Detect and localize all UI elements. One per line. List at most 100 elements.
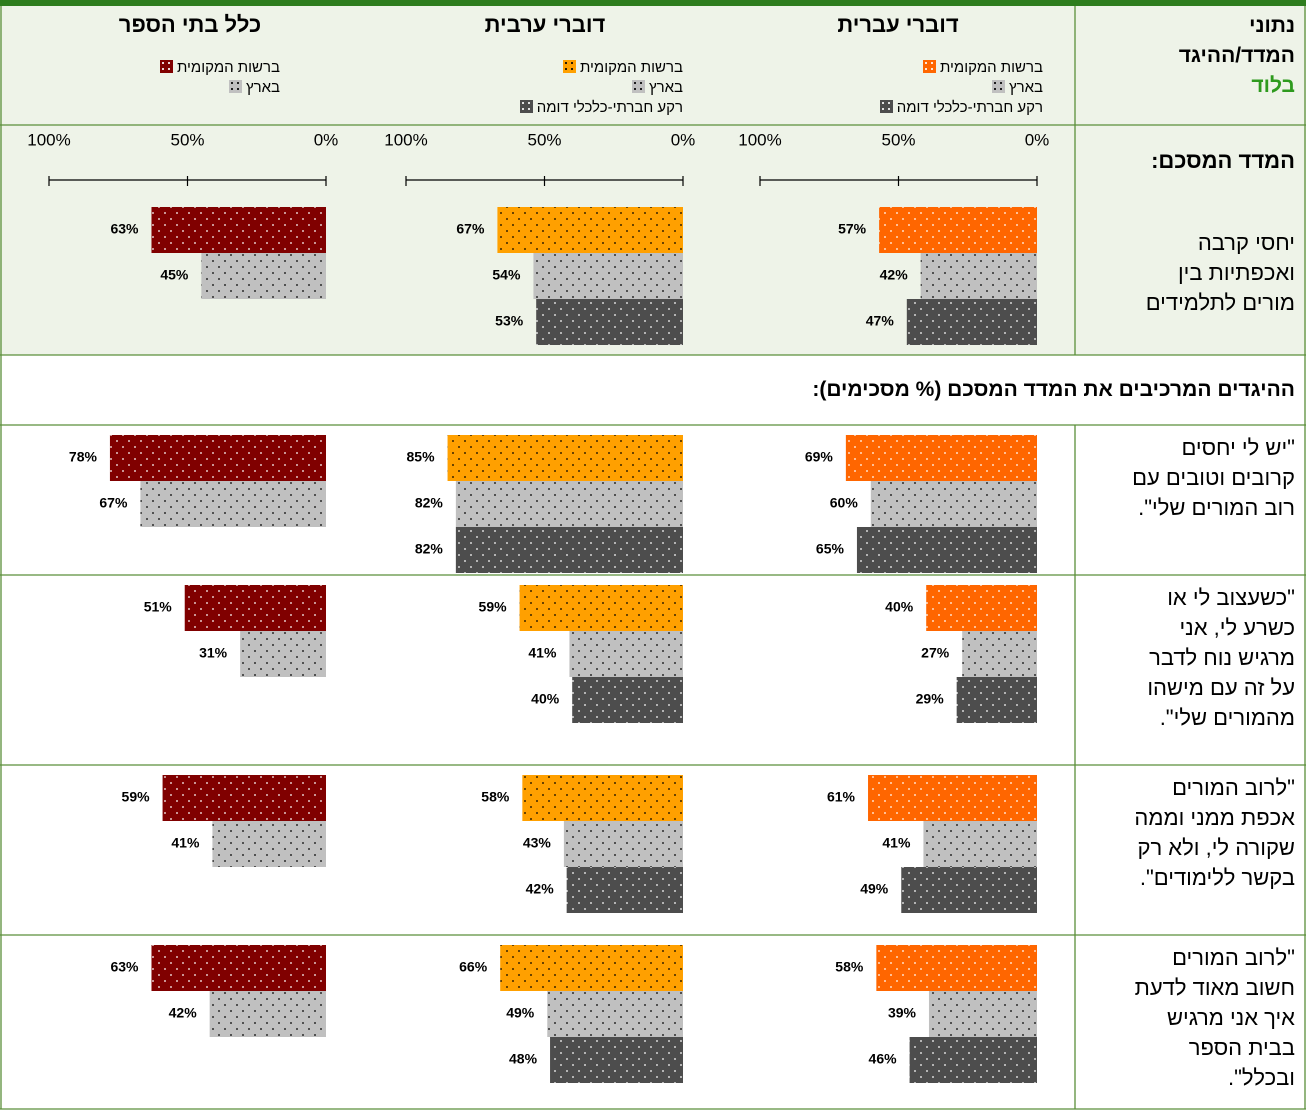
bar (497, 207, 683, 253)
row-label-line: מרגיש נוח לדבר (1149, 645, 1295, 670)
row-label-line: מהמורים שלי". (1159, 705, 1295, 730)
value-label: 60% (830, 495, 859, 511)
bar (184, 585, 326, 631)
row-label-line: "לרוב המורים (1172, 945, 1295, 970)
row-label-line: "יש לי יחסים (1181, 435, 1295, 460)
bar (928, 991, 1037, 1037)
legend-label: רקע חברתי-כלכלי דומה (536, 99, 683, 116)
top-border (0, 0, 1306, 6)
value-label: 82% (415, 495, 444, 511)
bar (547, 991, 683, 1037)
value-label: 45% (160, 267, 189, 283)
legend-item: ברשות המקומית (922, 59, 1043, 77)
value-label: 42% (169, 1005, 198, 1021)
bar (563, 821, 683, 867)
value-label: 51% (144, 599, 173, 615)
row-label-line: קרובים וטובים עם (1132, 465, 1295, 490)
legend-label: ברשות המקומית (176, 59, 280, 76)
tick-label: 50% (881, 130, 915, 149)
bar (109, 435, 326, 481)
bar (572, 677, 683, 723)
value-label: 43% (523, 835, 552, 851)
bar (140, 481, 326, 527)
value-label: 58% (835, 959, 864, 975)
bar (212, 821, 326, 867)
bar (926, 585, 1037, 631)
bar (569, 631, 683, 677)
value-label: 27% (921, 645, 950, 661)
header-line: המדד/ההיגד (1178, 44, 1295, 67)
bar (536, 299, 683, 345)
row-label-line: בקשר ללימודים". (1139, 865, 1295, 890)
bar (906, 299, 1037, 345)
legend-label: ברשות המקומית (939, 59, 1043, 76)
bar (209, 991, 326, 1037)
legend-item: בארץ (229, 79, 280, 97)
bar (533, 253, 683, 299)
value-label: 85% (407, 449, 436, 465)
summary-line: ואכפתיות בין (1177, 260, 1295, 285)
tick-label: 100% (738, 130, 781, 149)
row-label-line: על זה עם מישהו (1147, 675, 1295, 700)
value-label: 63% (110, 221, 139, 237)
tick-label: 50% (527, 130, 561, 149)
header-line: נתוני (1249, 14, 1295, 37)
bar (519, 585, 683, 631)
bar (201, 253, 326, 299)
summary-title: המדד המסכם: (1151, 148, 1295, 173)
legend-swatch (229, 80, 243, 93)
value-label: 31% (199, 645, 228, 661)
legend-item: רקע חברתי-כלכלי דומה (879, 99, 1043, 117)
bar (962, 631, 1037, 677)
bar (920, 253, 1037, 299)
tick-label: 0% (314, 130, 339, 149)
value-label: 41% (171, 835, 200, 851)
value-label: 42% (526, 881, 555, 897)
summary-line: מורים לתלמידים (1145, 290, 1295, 315)
value-label: 65% (816, 541, 845, 557)
bar (151, 207, 326, 253)
value-label: 40% (531, 691, 560, 707)
legend-label: ברשות המקומית (579, 59, 683, 76)
value-label: 42% (880, 267, 909, 283)
value-label: 46% (869, 1051, 898, 1067)
bar (151, 945, 326, 991)
value-label: 78% (69, 449, 98, 465)
row-label-line: איך אני מרגיש (1166, 1005, 1295, 1030)
value-label: 66% (459, 959, 488, 975)
tick-label: 100% (27, 130, 70, 149)
row-label-line: בבית הספר (1188, 1035, 1295, 1060)
row-label-line: רוב המורים שלי". (1138, 495, 1295, 520)
value-label: 40% (885, 599, 914, 615)
bar (856, 527, 1037, 573)
bar (879, 207, 1037, 253)
bar (909, 1037, 1037, 1083)
legend-item: בארץ (992, 79, 1043, 97)
legend-swatch (922, 60, 936, 73)
bar (162, 775, 326, 821)
bar (500, 945, 683, 991)
legend-label: רקע חברתי-כלכלי דומה (896, 99, 1043, 116)
legend-swatch (632, 80, 646, 93)
legend-label: בארץ (649, 79, 683, 96)
bar (522, 775, 683, 821)
bar (845, 435, 1037, 481)
legend-swatch (519, 100, 533, 113)
value-label: 29% (916, 691, 945, 707)
value-label: 59% (479, 599, 508, 615)
section-title: ההיגדים המרכיבים את המדד המסכם (% מסכימי… (812, 378, 1295, 401)
tick-label: 50% (170, 130, 204, 149)
bar (901, 867, 1037, 913)
row-label-line: חשוב מאוד לדעת (1134, 975, 1295, 1000)
value-label: 53% (495, 313, 524, 329)
row-label-line: כשרע לי, אני (1179, 615, 1295, 640)
legend-item: ברשות המקומית (159, 59, 280, 77)
value-label: 49% (860, 881, 889, 897)
group-title: דוברי ערבית (484, 12, 606, 37)
tick-label: 100% (384, 130, 427, 149)
group-title: כלל בתי הספר (118, 12, 262, 37)
value-label: 54% (492, 267, 521, 283)
value-label: 58% (481, 789, 510, 805)
legend-item: ברשות המקומית (562, 59, 683, 77)
value-label: 48% (509, 1051, 538, 1067)
